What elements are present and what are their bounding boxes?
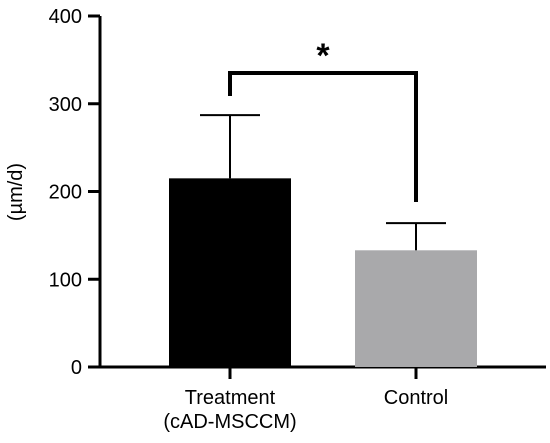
bars — [169, 178, 477, 367]
error-bars — [200, 114, 446, 251]
bracket-line — [228, 71, 418, 202]
bar — [355, 250, 477, 367]
y-tick-label: 200 — [49, 182, 82, 204]
y-tick-label: 400 — [49, 6, 82, 28]
x-tick-label: Treatment — [185, 387, 276, 409]
y-axis: 0 100 200 300 400 — [49, 6, 102, 379]
y-tick-label: 0 — [71, 357, 82, 379]
y-tick-label: 100 — [49, 269, 82, 291]
significance-star: * — [316, 37, 330, 75]
bar — [169, 178, 291, 367]
x-tick-label: Control — [384, 387, 448, 409]
x-axis: Treatment(cAD-MSCCM) Control — [98, 365, 546, 433]
significance-bracket: * — [228, 37, 418, 202]
y-axis-label: (µm/d) — [5, 163, 27, 221]
y-tick-label: 300 — [49, 94, 82, 116]
x-tick-label: (cAD-MSCCM) — [163, 411, 296, 433]
